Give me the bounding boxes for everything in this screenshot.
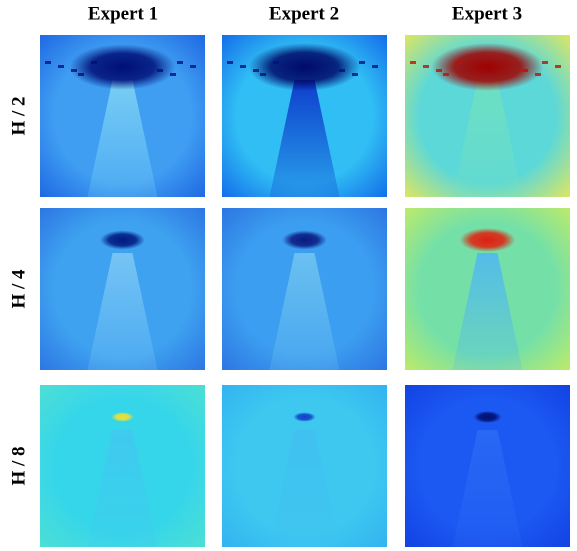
- heatmap: [40, 208, 205, 370]
- heatmap: [405, 385, 570, 547]
- row-label: H / 8: [8, 446, 29, 485]
- heatmap: [222, 208, 387, 370]
- column-header: Expert 1: [88, 3, 158, 24]
- heatmap: [40, 35, 205, 197]
- row-label: H / 2: [8, 96, 29, 135]
- column-header: Expert 2: [269, 3, 339, 24]
- heatmap: [222, 385, 387, 547]
- heatmap: [222, 35, 387, 197]
- heatmap: [40, 385, 205, 547]
- figure: Expert 1 Expert 2 Expert 3 H / 2 H / 4 H / 8: [0, 0, 577, 551]
- column-header: Expert 3: [452, 3, 522, 24]
- row-label: H / 4: [8, 269, 29, 309]
- heatmap: [405, 208, 570, 370]
- heatmap: [405, 35, 570, 197]
